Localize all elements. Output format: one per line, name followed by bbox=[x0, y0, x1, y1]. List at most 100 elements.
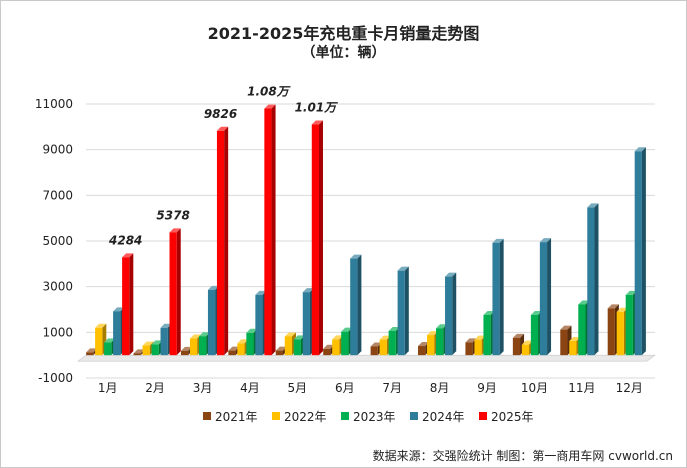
bar-front bbox=[323, 348, 331, 356]
bar-side bbox=[547, 238, 552, 356]
x-tick-label: 9月 bbox=[477, 381, 497, 395]
bar-front bbox=[86, 352, 94, 356]
bar-top bbox=[189, 334, 202, 339]
bar-top bbox=[284, 332, 296, 337]
x-tick-label: 8月 bbox=[430, 381, 450, 395]
bar-side bbox=[404, 266, 409, 356]
data-label: 1.01万 bbox=[295, 101, 339, 115]
bar-front bbox=[302, 292, 310, 356]
bar bbox=[445, 272, 457, 356]
bar-front bbox=[530, 314, 539, 356]
x-tick-label: 10月 bbox=[521, 381, 548, 395]
bar-front bbox=[616, 311, 624, 356]
bar-top bbox=[133, 349, 145, 354]
bar-front bbox=[189, 338, 198, 356]
bar-front bbox=[104, 342, 112, 356]
bar-top bbox=[341, 327, 353, 332]
bar-front bbox=[133, 353, 141, 356]
bar-front bbox=[95, 327, 103, 356]
bar-top bbox=[379, 335, 391, 340]
bar-top bbox=[302, 288, 314, 293]
bar-top bbox=[207, 285, 220, 290]
bar-front bbox=[207, 289, 216, 356]
bar-top bbox=[521, 340, 534, 345]
bar-top bbox=[216, 126, 229, 131]
bar-front bbox=[521, 344, 530, 356]
bar-top bbox=[95, 323, 107, 328]
bar-front bbox=[397, 270, 405, 356]
bar-top bbox=[445, 272, 457, 277]
bar-front bbox=[418, 346, 426, 356]
legend-swatch bbox=[272, 412, 280, 420]
bar-front bbox=[445, 276, 453, 356]
bar-top bbox=[332, 335, 344, 340]
bar-front bbox=[492, 242, 500, 356]
bar-side bbox=[318, 120, 323, 356]
bar-front bbox=[587, 207, 595, 356]
bar-top bbox=[151, 340, 163, 345]
bar-top bbox=[104, 338, 116, 343]
bar-front bbox=[427, 335, 435, 356]
bar-top bbox=[180, 346, 193, 351]
bar-top bbox=[255, 290, 267, 295]
bar bbox=[492, 238, 504, 356]
bar-top bbox=[113, 307, 125, 312]
bar-side bbox=[499, 238, 504, 356]
x-tick-label: 12月 bbox=[616, 381, 643, 395]
bar-front bbox=[198, 336, 207, 356]
y-tick-label: 9000 bbox=[42, 143, 73, 157]
bar-top bbox=[569, 337, 581, 342]
bar-top bbox=[275, 346, 287, 351]
bar-top bbox=[293, 335, 305, 340]
bar-side bbox=[271, 104, 276, 356]
bar-top bbox=[397, 266, 409, 271]
legend-swatch bbox=[341, 412, 349, 420]
y-tick-label: -1000 bbox=[38, 371, 73, 385]
bar-top bbox=[160, 323, 172, 328]
bar-side bbox=[594, 203, 599, 356]
bar-top bbox=[634, 147, 646, 152]
data-label: 4284 bbox=[108, 233, 142, 247]
bar-front bbox=[465, 342, 473, 356]
bar-front bbox=[275, 350, 283, 356]
bar bbox=[311, 120, 323, 356]
bar-top bbox=[436, 324, 448, 329]
bar bbox=[397, 266, 409, 356]
x-tick-label: 5月 bbox=[288, 381, 308, 395]
data-label: 5378 bbox=[156, 208, 189, 222]
bar-front bbox=[634, 151, 642, 356]
bar bbox=[587, 203, 599, 356]
legend-label: 2025年 bbox=[491, 410, 534, 424]
x-tick-label: 6月 bbox=[335, 381, 355, 395]
bar-top bbox=[465, 338, 477, 343]
bar-top bbox=[246, 328, 258, 333]
legend-label: 2024年 bbox=[422, 410, 465, 424]
bar-top bbox=[512, 333, 525, 338]
bar-front bbox=[607, 308, 615, 356]
bar-top bbox=[169, 228, 181, 233]
bar-front bbox=[350, 258, 358, 356]
bar-top bbox=[323, 344, 335, 349]
bars bbox=[86, 104, 646, 356]
bar bbox=[216, 126, 229, 356]
bar-front bbox=[512, 337, 521, 356]
bar-front bbox=[142, 345, 150, 356]
bar bbox=[169, 228, 181, 356]
bar-front bbox=[122, 257, 130, 356]
bar-front bbox=[246, 332, 254, 356]
bar-top bbox=[264, 104, 276, 109]
chart-floor bbox=[77, 354, 656, 362]
bar-top bbox=[86, 348, 98, 353]
bar-front bbox=[625, 294, 633, 356]
bar-front bbox=[569, 341, 577, 356]
y-tick-label: 3000 bbox=[42, 280, 73, 294]
bar-top bbox=[483, 310, 495, 315]
chart-title: 2021-2025年充电重卡月销量走势图 bbox=[207, 24, 480, 43]
gridlines: 11000 9000 7000 5000 3000 1000 -1000 bbox=[35, 97, 655, 385]
bar-top bbox=[370, 342, 382, 347]
bar-front bbox=[436, 328, 444, 356]
bar-front bbox=[341, 331, 349, 356]
data-source-note: 数据来源：交强险统计 制图：第一商用车网 cvworld.cn bbox=[372, 449, 673, 463]
